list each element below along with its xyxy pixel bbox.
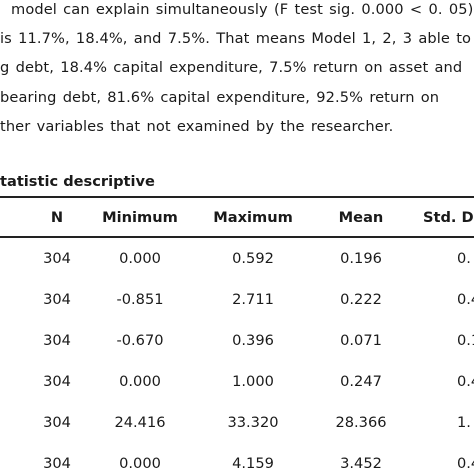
cell-std-dev: 0. (457, 250, 471, 267)
cell-n: 304 (43, 332, 71, 349)
cell-std-dev: 0.4 (457, 373, 474, 390)
paragraph-line-3: g debt, 18.4% capital expenditure, 7.5% … (0, 59, 463, 76)
cell-maximum: 0.396 (232, 332, 274, 349)
cell-minimum: 0.000 (119, 455, 161, 472)
cell-n: 304 (43, 291, 71, 308)
cell-maximum: 2.711 (232, 291, 274, 308)
header-maximum: Maximum (213, 209, 293, 226)
cell-mean: 0.196 (340, 250, 382, 267)
table-caption: tatistic descriptive (0, 173, 155, 190)
paragraph-line-5: ther variables that not examined by the … (0, 118, 394, 135)
cell-minimum: 0.000 (119, 373, 161, 390)
cell-std-dev: 0.4 (457, 291, 474, 308)
cell-maximum: 0.592 (232, 250, 274, 267)
cell-minimum: 0.000 (119, 250, 161, 267)
cell-mean: 0.247 (340, 373, 382, 390)
cell-std-dev: 1. (457, 414, 471, 431)
table-header-rule (0, 236, 474, 238)
header-mean: Mean (338, 209, 384, 226)
cell-n: 304 (43, 373, 71, 390)
cell-minimum: -0.670 (116, 332, 164, 349)
cell-maximum: 33.320 (227, 414, 279, 431)
cell-maximum: 1.000 (232, 373, 274, 390)
cell-std-dev: 0.1 (457, 332, 474, 349)
paragraph-line-4: bearing debt, 81.6% capital expenditure,… (0, 89, 440, 106)
cell-n: 304 (43, 414, 71, 431)
cell-minimum: 24.416 (114, 414, 166, 431)
cell-mean: 0.071 (340, 332, 382, 349)
header-minimum: Minimum (102, 209, 178, 226)
cell-minimum: -0.851 (116, 291, 164, 308)
paragraph-line-2: is 11.7%, 18.4%, and 7.5%. That means Mo… (0, 30, 472, 47)
header-std-dev: Std. De (423, 209, 474, 226)
cell-mean: 28.366 (335, 414, 387, 431)
header-n: N (50, 209, 64, 226)
cell-n: 304 (43, 250, 71, 267)
cell-mean: 0.222 (340, 291, 382, 308)
paragraph-line-1: model can explain simultaneously (F test… (11, 1, 474, 18)
cell-n: 304 (43, 455, 71, 472)
cell-maximum: 4.159 (232, 455, 274, 472)
table-top-rule (0, 196, 474, 198)
cell-mean: 3.452 (340, 455, 382, 472)
cell-std-dev: 0.4 (457, 455, 474, 472)
